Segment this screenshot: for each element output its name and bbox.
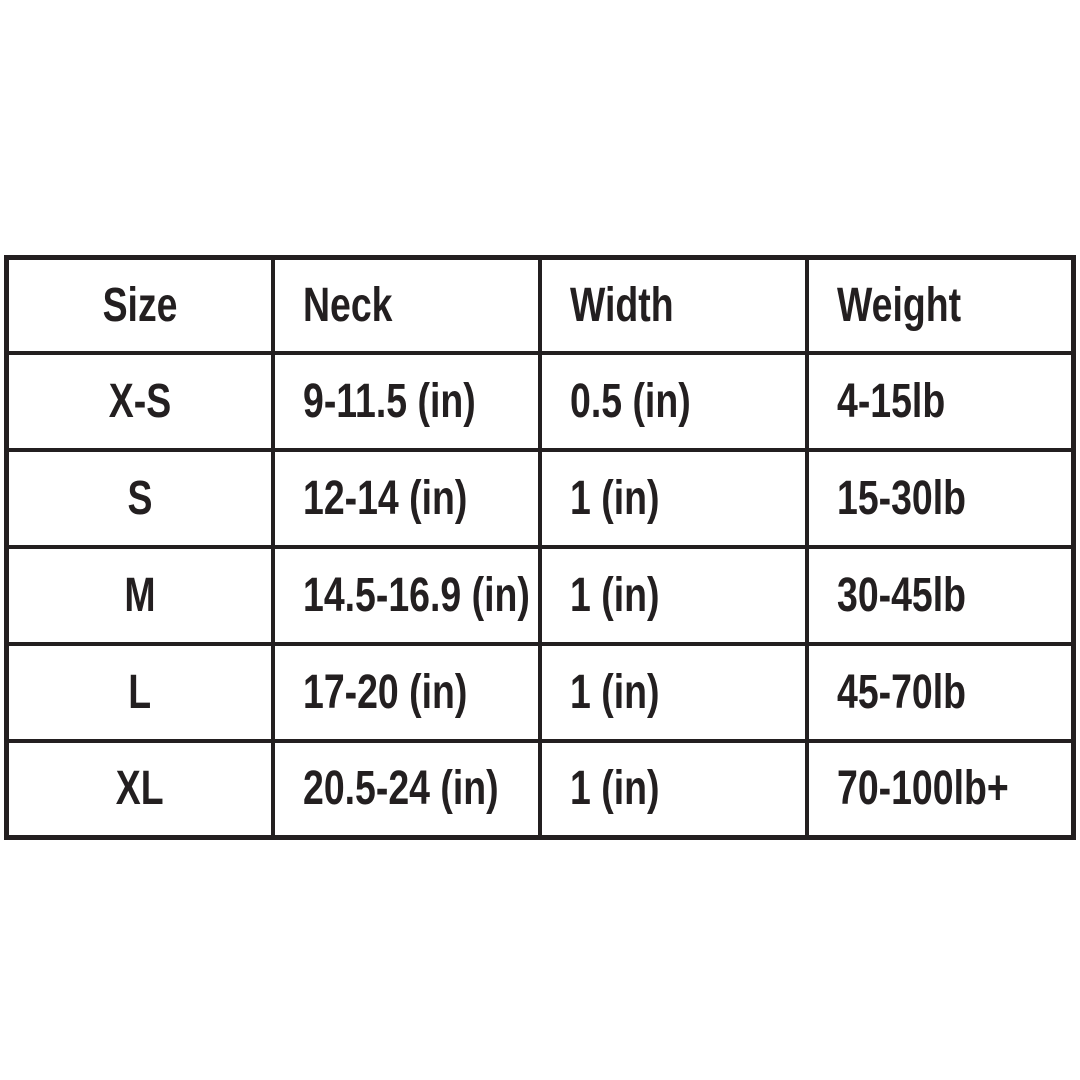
table-row-m: M 14.5-16.9 (in) 1 (in) 30-45lb	[4, 544, 1076, 646]
cell-weight: 30-45lb	[804, 544, 1076, 646]
cell-size-text: M	[124, 568, 156, 622]
cell-size-text: L	[128, 665, 152, 719]
cell-neck-text: 9-11.5 (in)	[303, 374, 476, 428]
table-row-xs: X-S 9-11.5 (in) 0.5 (in) 4-15lb	[4, 350, 1076, 452]
table-row-l: L 17-20 (in) 1 (in) 45-70lb	[4, 641, 1076, 743]
cell-size-text: S	[127, 471, 153, 525]
cell-width: 0.5 (in)	[538, 350, 809, 452]
cell-neck-text: 14.5-16.9 (in)	[303, 568, 531, 622]
cell-size-text: X-S	[108, 374, 172, 428]
cell-weight-text: 4-15lb	[836, 374, 945, 428]
cell-width: 1 (in)	[538, 544, 809, 646]
table-row-xl: XL 20.5-24 (in) 1 (in) 70-100lb+	[4, 738, 1076, 840]
cell-neck-text: 12-14 (in)	[303, 471, 468, 525]
cell-width: 1 (in)	[538, 447, 809, 549]
size-chart-table: Size Neck Width Weight X-S 9-11.5 (in) 0…	[4, 255, 1076, 840]
header-width-label: Width	[570, 278, 674, 332]
cell-weight-text: 70-100lb+	[836, 762, 1009, 816]
cell-size: X-S	[4, 350, 276, 452]
cell-size: L	[4, 641, 276, 743]
cell-size: S	[4, 447, 276, 549]
cell-width: 1 (in)	[538, 641, 809, 743]
header-width: Width	[538, 255, 809, 355]
cell-weight: 15-30lb	[804, 447, 1076, 549]
cell-size: XL	[4, 738, 276, 840]
cell-neck-text: 20.5-24 (in)	[303, 762, 499, 816]
table-row-s: S 12-14 (in) 1 (in) 15-30lb	[4, 447, 1076, 549]
cell-width-text: 1 (in)	[570, 568, 660, 622]
cell-width-text: 1 (in)	[570, 762, 660, 816]
cell-weight: 45-70lb	[804, 641, 1076, 743]
cell-neck: 12-14 (in)	[271, 447, 542, 549]
header-row: Size Neck Width Weight	[4, 255, 1076, 355]
cell-weight-text: 45-70lb	[836, 665, 966, 719]
cell-neck-text: 17-20 (in)	[303, 665, 468, 719]
cell-weight-text: 15-30lb	[836, 471, 966, 525]
cell-weight: 4-15lb	[804, 350, 1076, 452]
cell-width: 1 (in)	[538, 738, 809, 840]
header-weight-label: Weight	[836, 278, 961, 332]
cell-neck: 17-20 (in)	[271, 641, 542, 743]
cell-size: M	[4, 544, 276, 646]
cell-weight: 70-100lb+	[804, 738, 1076, 840]
cell-neck: 14.5-16.9 (in)	[271, 544, 542, 646]
header-neck-label: Neck	[303, 278, 393, 332]
cell-neck: 20.5-24 (in)	[271, 738, 542, 840]
header-size: Size	[4, 255, 276, 355]
cell-weight-text: 30-45lb	[836, 568, 966, 622]
header-size-label: Size	[102, 278, 178, 332]
cell-size-text: XL	[116, 762, 165, 816]
cell-width-text: 1 (in)	[570, 471, 660, 525]
header-neck: Neck	[271, 255, 542, 355]
cell-width-text: 0.5 (in)	[570, 374, 691, 428]
cell-neck: 9-11.5 (in)	[271, 350, 542, 452]
header-weight: Weight	[804, 255, 1076, 355]
cell-width-text: 1 (in)	[570, 665, 660, 719]
